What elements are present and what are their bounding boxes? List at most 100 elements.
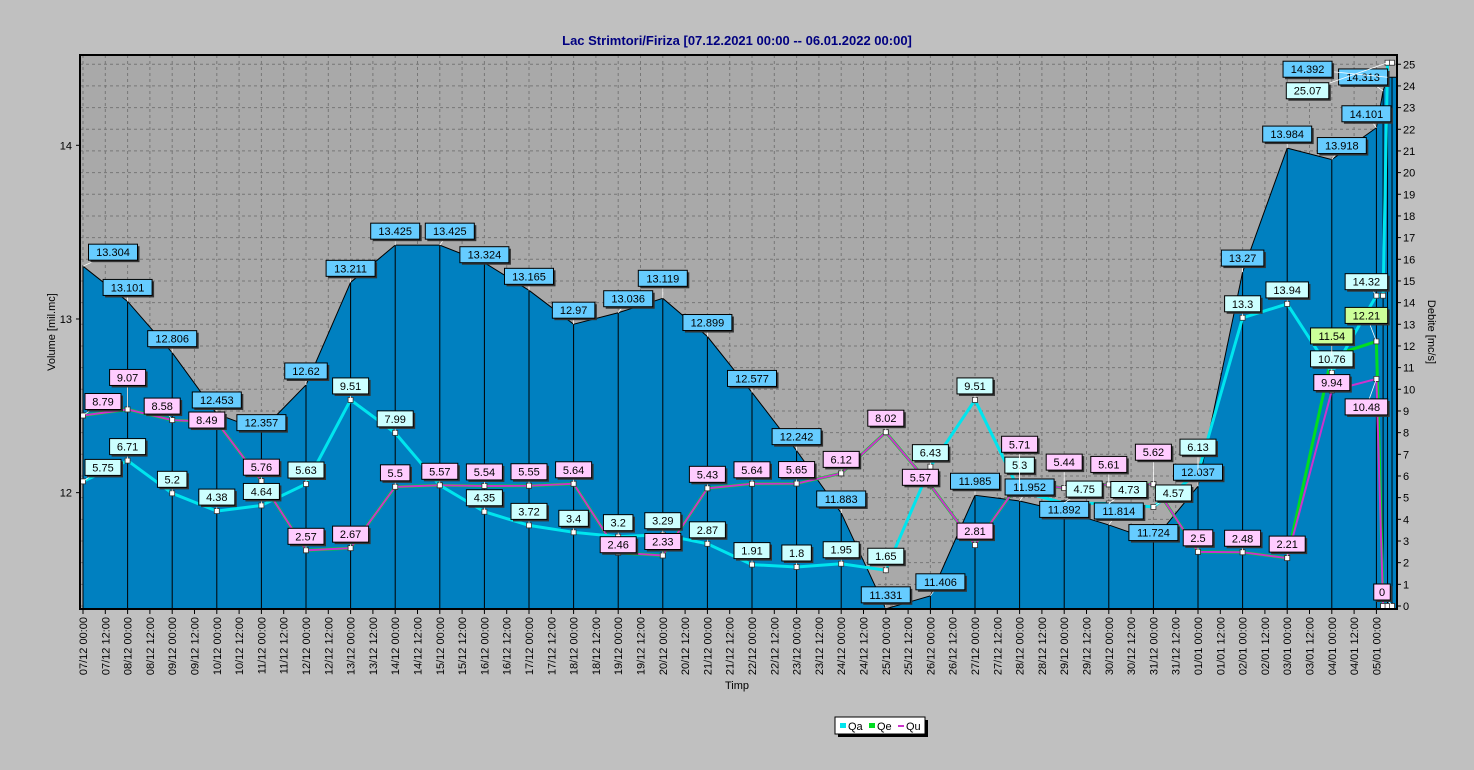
data-label-text: 13.119 [646,273,679,285]
x-tick-label: 28/12 00:00 [1015,617,1027,675]
data-label-volume: 11.406 [915,573,967,597]
data-label-volume: 13.27 [1220,249,1266,273]
y-left-tick-label: 14 [60,140,72,152]
y-right-tick-label: 6 [1403,471,1409,483]
label-box [733,461,771,479]
data-label-qa: 2.87 [688,521,728,544]
label-box [1310,327,1354,345]
data-label-qa: 13.3 [1224,295,1263,318]
data-label-text: 5.64 [741,465,762,477]
data-label-text: 12.899 [691,318,725,330]
x-tick-label: 01/01 00:00 [1193,617,1205,675]
data-label-volume: 14.101 [1341,105,1393,128]
data-label-volume: 13.425 [424,222,477,246]
data-label-qu: 5.65 [778,461,817,484]
legend-qe-marker [869,723,875,728]
data-label-qu: 5.64 [555,461,594,484]
label-box [370,222,421,240]
data-label-qu: 0 [1373,583,1393,607]
label-box [911,444,949,462]
label-box [1316,137,1367,155]
data-label-text: 4.35 [474,493,495,505]
data-label-qu: 9.07 [109,368,148,410]
data-label-qu: 2.33 [644,533,683,556]
label-box [688,465,726,483]
data-label-text: 8.58 [151,401,172,413]
label-box [1262,125,1313,143]
x-tick-label: 12/12 00:00 [301,617,313,675]
y-right-tick-label: 17 [1403,233,1415,245]
data-label-qu: 5.71 [1001,435,1040,483]
data-label-volume: 12.242 [771,428,824,451]
data-label-volume: 11.724 [1128,524,1180,543]
data-label-text: 13.324 [468,250,502,262]
data-label-text: 2.33 [652,537,673,549]
x-tick-label: 18/12 12:00 [591,617,603,675]
label-box [424,222,475,240]
data-label-text: 13.165 [512,271,546,283]
label-box [915,573,966,591]
data-label-qu: 2.81 [956,522,995,546]
x-tick-label: 24/12 00:00 [836,617,848,675]
data-labels: 13.304 13.101 12.806 12.453 12.357 12.62 13.21… [82,60,1393,609]
x-tick-label: 11/12 12:00 [279,617,291,674]
data-label-text: 2.57 [295,531,316,543]
data-label-qu: 5.64 [733,461,772,484]
x-tick-label: 03/01 00:00 [1282,617,1294,675]
y-right-tick-label: 15 [1403,276,1415,288]
x-tick-label: 10/12 00:00 [212,617,224,675]
data-label-text: 5.75 [92,462,113,474]
data-label-qa: 6.43 [911,444,951,467]
x-tick-label: 10/12 12:00 [234,617,246,675]
label-box [1039,500,1090,518]
x-tick-label: 14/12 12:00 [413,617,425,675]
y-right-tick-label: 2 [1403,558,1409,570]
data-label-qu: 2.67 [332,525,371,549]
data-label-text: 13.94 [1273,285,1301,297]
data-label-qa: 3.72 [510,502,549,526]
data-label-text: 6.43 [920,448,941,460]
y-right-tick-label: 12 [1403,341,1415,353]
legend: Qa Qe Qu [834,716,928,737]
x-tick-label: 20/12 00:00 [658,617,670,675]
label-box [332,525,370,543]
label-box [727,369,777,387]
data-label-volume: 13.324 [459,246,511,265]
data-label-qa: 9.51 [956,377,995,400]
label-box [1313,374,1351,392]
label-box [325,259,376,277]
label-box [84,458,122,476]
y-right-tick-label: 19 [1403,189,1415,201]
data-label-text: 11.952 [1013,482,1046,494]
x-tick-label: 31/12 12:00 [1171,617,1183,675]
label-box [143,397,181,415]
label-box [867,409,905,427]
data-label-text: 12.453 [200,395,234,407]
data-label-text: 14.392 [1291,64,1325,76]
x-tick-label: 30/12 12:00 [1126,617,1138,675]
x-tick-label: 04/01 00:00 [1327,617,1339,675]
x-tick-label: 07/12 00:00 [78,617,90,675]
y-right-tick-label: 16 [1403,254,1415,266]
label-box [1344,306,1389,324]
label-box [1341,105,1392,123]
label-box [242,458,280,476]
data-label-text: 13.211 [334,263,367,275]
label-box [1154,484,1192,502]
x-tick-label: 09/12 12:00 [190,617,202,675]
label-box [1224,295,1262,313]
x-tick-label: 22/12 12:00 [769,617,781,675]
x-tick-label: 07/12 12:00 [100,617,112,675]
data-label-qu: 5.44 [1045,453,1085,489]
data-label-text: 13.27 [1229,253,1257,265]
label-box [1134,443,1172,461]
data-label-text: 6.12 [830,454,851,466]
x-tick-label: 25/12 00:00 [881,617,893,675]
data-label-text: 2.67 [340,529,361,541]
data-label-qu: 10.48 [1344,378,1390,417]
data-label-text: 1.95 [830,545,851,557]
label-box [1220,249,1265,267]
data-label-qu: 2.21 [1268,535,1308,559]
data-label-volume: 12.357 [236,414,288,433]
label-box [88,243,138,261]
